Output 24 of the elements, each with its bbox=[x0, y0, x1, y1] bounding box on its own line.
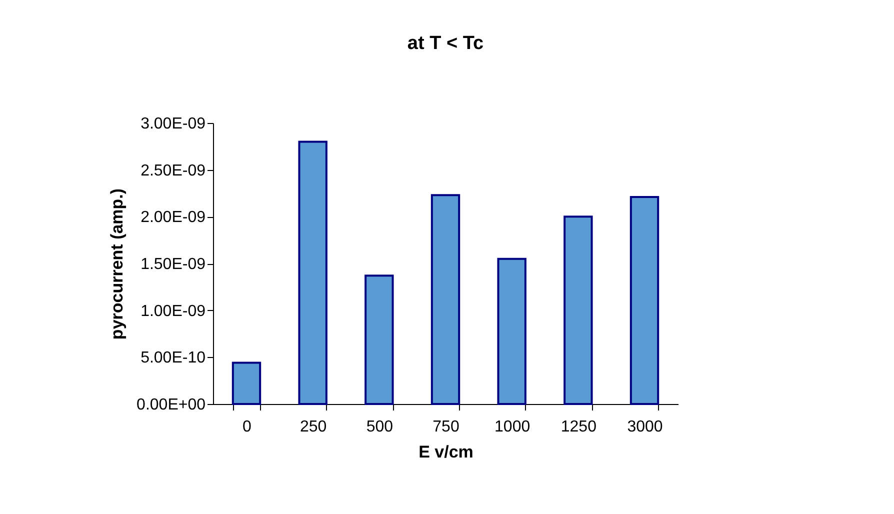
y-axis-title: pyrocurrent (amp.) bbox=[108, 188, 127, 340]
y-tick-label: 2.50E-09 bbox=[140, 162, 206, 180]
y-tick-label: 0.00E+00 bbox=[136, 396, 206, 414]
bar bbox=[497, 258, 526, 405]
x-tick-label: 250 bbox=[300, 418, 327, 436]
y-tick-label: 2.00E-09 bbox=[140, 209, 206, 226]
y-tick-label: 1.50E-09 bbox=[140, 256, 206, 273]
bar bbox=[232, 362, 262, 405]
x-tick-label: 1250 bbox=[560, 418, 597, 436]
bar bbox=[630, 196, 660, 405]
y-tick-label: 3.00E-09 bbox=[140, 116, 206, 132]
y-tick-label: 1.00E-09 bbox=[140, 302, 206, 320]
bar bbox=[364, 274, 394, 405]
x-axis-title: E v/cm bbox=[418, 442, 474, 462]
bar bbox=[564, 216, 593, 405]
y-tick-label: 5.00E-10 bbox=[140, 350, 206, 367]
chart-title: at T < Tc bbox=[407, 33, 484, 54]
x-tick-label: 0 bbox=[242, 418, 252, 436]
x-tick-label: 500 bbox=[366, 418, 394, 436]
bar bbox=[430, 194, 460, 405]
x-tick-label: 1000 bbox=[494, 418, 530, 436]
x-tick-label: 750 bbox=[432, 418, 460, 436]
bar bbox=[298, 140, 328, 405]
x-tick-label: 3000 bbox=[627, 418, 663, 436]
